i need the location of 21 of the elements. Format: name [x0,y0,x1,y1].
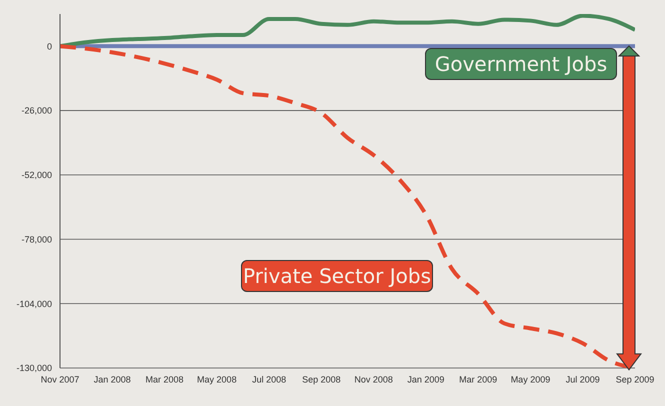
x-tick-label: May 2009 [510,374,550,384]
x-tick-label: Jul 2008 [252,374,286,384]
x-tick-label: May 2008 [197,374,237,384]
y-tick-label: -104,000 [16,298,52,309]
y-tick-label: -52,000 [21,170,52,180]
x-tick-label: Nov 2007 [40,374,80,384]
x-tick-label: Sep 2008 [302,374,341,384]
x-tick-label: Jul 2009 [566,374,600,384]
x-tick-label: Mar 2009 [459,374,498,384]
y-tick-label: 0 [46,41,52,52]
legend-label: Government Jobs [425,48,617,80]
y-tick-label: -26,000 [21,106,52,116]
x-tick-label: Jan 2008 [94,374,131,384]
x-tick-label: Jan 2009 [407,374,444,384]
x-tick-label: Mar 2008 [146,374,184,384]
x-tick-label: Sep 2009 [616,374,654,384]
series-label: Private Sector Jobs [241,260,433,292]
x-tick-label: Nov 2008 [354,374,393,384]
y-tick-label: -78,000 [21,234,52,244]
line-series [60,14,635,48]
y-tick-label: -130,000 [16,363,52,374]
